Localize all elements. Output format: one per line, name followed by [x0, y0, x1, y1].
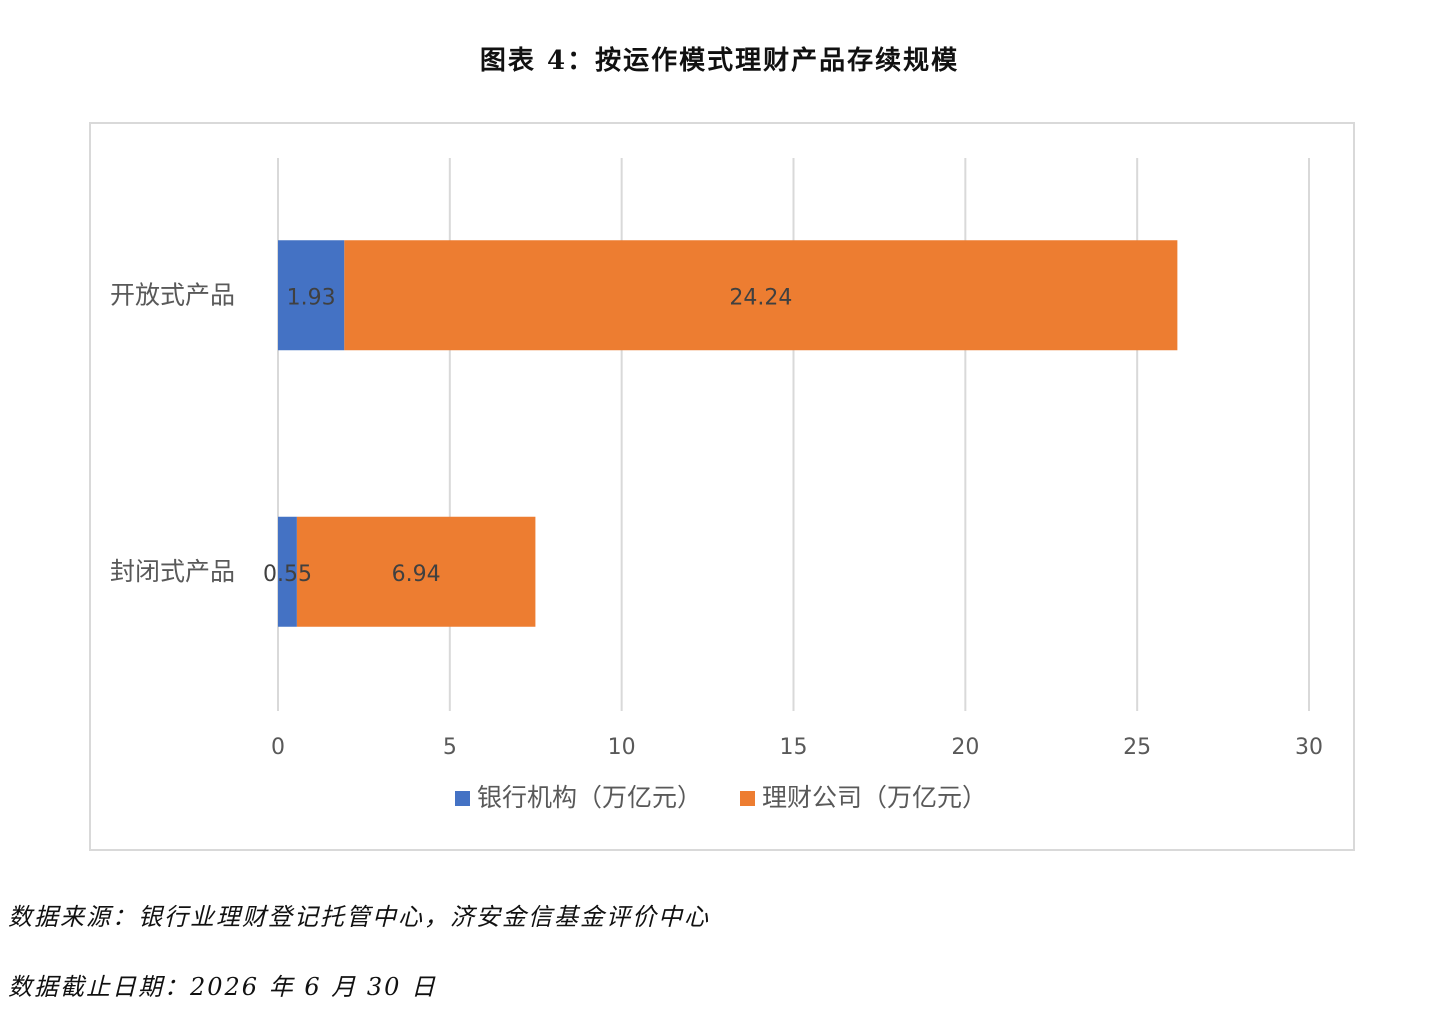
data-labels: 1.93 24.24 0.55 6.94 [263, 285, 792, 587]
data-label: 0.55 [263, 562, 312, 587]
x-tick-label: 0 [271, 735, 285, 760]
legend-swatch [455, 791, 470, 806]
category-label: 封闭式产品 [110, 557, 235, 586]
data-label: 1.93 [287, 285, 336, 310]
bar-segment [344, 240, 1178, 351]
data-label: 24.24 [729, 285, 792, 310]
bar-segment [278, 240, 345, 351]
date-note: 数据截止日期：2026 年 6 月 30 日 [8, 973, 438, 1001]
legend-label: 银行机构（万亿元） [477, 783, 702, 812]
chart-frame: 1.93 24.24 0.55 6.94 0 5 10 15 20 25 30 开放式产品封闭式产品… [89, 122, 1355, 851]
x-tick-label: 10 [608, 735, 636, 760]
category-label: 开放式产品 [110, 280, 235, 309]
bars [278, 240, 1178, 627]
x-tick-label: 5 [443, 735, 457, 760]
x-tick-label: 15 [780, 735, 808, 760]
legend: 银行机构（万亿元） 理财公司（万亿元） [455, 783, 987, 812]
bar-chart: 1.93 24.24 0.55 6.94 0 5 10 15 20 25 30 开放式产品封闭式产品… [110, 158, 1323, 812]
chart-title: 图表 4：按运作模式理财产品存续规模 [479, 46, 960, 76]
x-tick-label: 30 [1295, 735, 1323, 760]
legend-label: 理财公司（万亿元） [762, 783, 987, 812]
bar-segment [296, 516, 536, 627]
x-tick-label: 20 [951, 735, 979, 760]
source-note: 数据来源：银行业理财登记托管中心，济安金信基金评价中心 [8, 903, 710, 931]
legend-swatch [740, 791, 755, 806]
data-label: 6.94 [392, 562, 441, 587]
bar-segment [278, 516, 297, 627]
x-tick-label: 25 [1123, 735, 1151, 760]
